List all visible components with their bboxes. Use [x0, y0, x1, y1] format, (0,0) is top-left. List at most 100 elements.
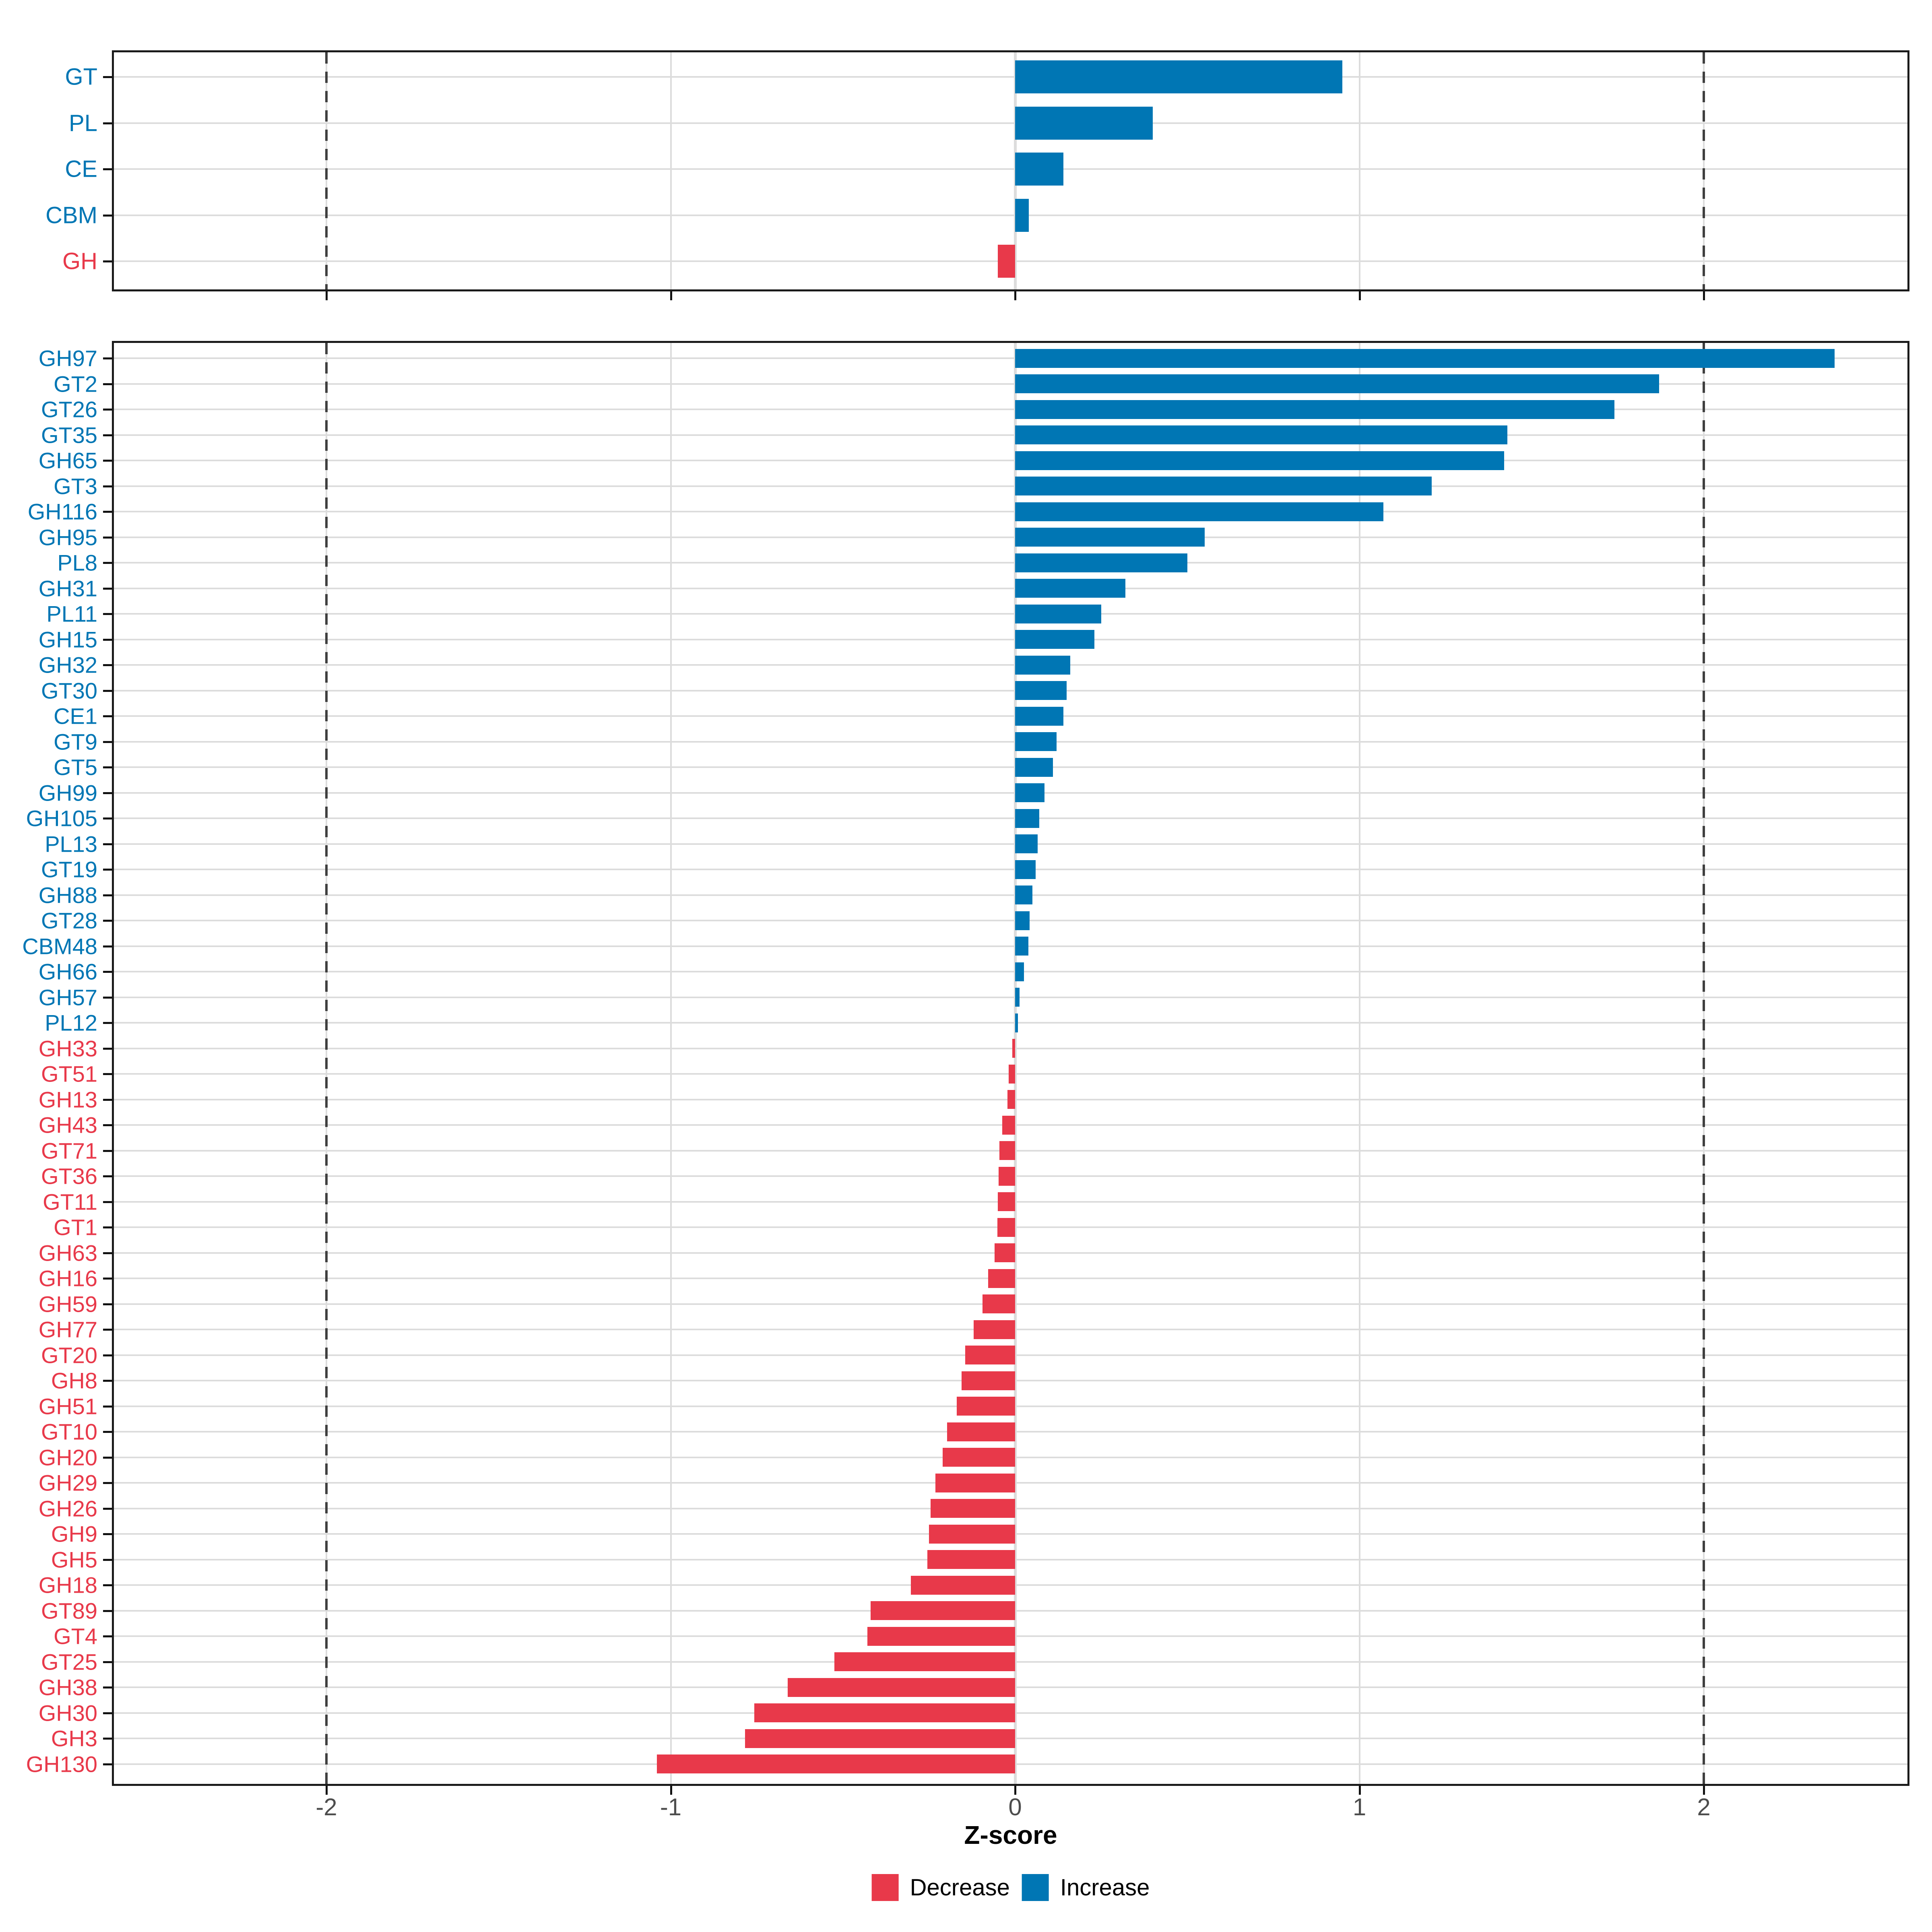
bar-GT2: [1015, 374, 1659, 393]
legend-label-decrease: Decrease: [910, 1874, 1010, 1901]
x-tick: [1014, 1786, 1016, 1795]
ylabel-GH15: GH15: [38, 627, 97, 652]
x-tick: [1358, 1786, 1361, 1795]
ylabel-GH26: GH26: [38, 1496, 97, 1521]
bar-GH32: [1015, 655, 1070, 675]
y-tick: [103, 1354, 112, 1356]
bar-GH16: [988, 1269, 1015, 1288]
ylabel-GH8: GH8: [51, 1368, 97, 1393]
bar-CBM: [1015, 198, 1029, 232]
y-tick: [103, 1329, 112, 1331]
ylabel-GT36: GT36: [41, 1163, 97, 1189]
ylabel-CBM48: CBM48: [22, 933, 97, 959]
y-tick: [103, 1610, 112, 1612]
panel-category-summary: [112, 50, 1909, 291]
ylabel-GH29: GH29: [38, 1470, 97, 1496]
ylabel-GH51: GH51: [38, 1393, 97, 1419]
x-tick: [670, 291, 672, 300]
ylabel-GT3: GT3: [54, 473, 97, 499]
ylabel-CE1: CE1: [54, 703, 97, 729]
y-tick: [103, 792, 112, 794]
bar-GH9: [929, 1524, 1015, 1544]
y-tick: [103, 1431, 112, 1433]
ylabel-GT9: GT9: [54, 729, 97, 754]
y-tick: [103, 1201, 112, 1203]
y-tick: [103, 357, 112, 359]
bar-GT35: [1015, 425, 1508, 444]
ylabel-GH13: GH13: [38, 1087, 97, 1112]
ylabel-GT2: GT2: [54, 371, 97, 396]
y-tick: [103, 689, 112, 692]
dashed-threshold-line--2: [325, 343, 328, 1784]
ylabel-GT89: GT89: [41, 1598, 97, 1623]
y-tick: [103, 1303, 112, 1305]
y-tick: [103, 260, 112, 262]
x-tick-label--2: -2: [316, 1794, 337, 1821]
ylabel-GH105: GH105: [26, 805, 97, 831]
ylabel-GH77: GH77: [38, 1317, 97, 1342]
bar-GH5: [927, 1550, 1015, 1569]
ylabel-PL12: PL12: [45, 1010, 97, 1036]
row-gridline: [114, 996, 1907, 998]
y-tick: [103, 817, 112, 819]
row-gridline: [114, 613, 1907, 615]
y-tick: [103, 1380, 112, 1382]
y-tick: [103, 715, 112, 717]
y-tick: [103, 664, 112, 666]
bar-GT30: [1015, 681, 1067, 700]
y-tick: [103, 536, 112, 539]
bar-GH99: [1015, 783, 1044, 802]
ylabel-GH57: GH57: [38, 985, 97, 1010]
bar-GH29: [935, 1473, 1015, 1492]
bar-CE: [1015, 153, 1063, 186]
y-tick: [103, 1738, 112, 1740]
ylabel-GH97: GH97: [38, 345, 97, 371]
bar-GH51: [956, 1397, 1015, 1416]
bar-GH: [998, 245, 1015, 278]
ylabel-GH88: GH88: [38, 882, 97, 908]
ylabel-GH20: GH20: [38, 1445, 97, 1470]
ylabel-GH31: GH31: [38, 576, 97, 601]
bar-GT89: [870, 1601, 1015, 1620]
row-gridline: [114, 843, 1907, 845]
bar-PL: [1015, 106, 1153, 140]
bar-GH30: [754, 1703, 1015, 1722]
ylabel-GT5: GT5: [54, 754, 97, 780]
bar-GH33: [1012, 1039, 1015, 1058]
bar-GT28: [1015, 911, 1030, 930]
row-gridline: [114, 817, 1907, 819]
bar-CBM48: [1015, 937, 1028, 956]
ylabel-GH116: GH116: [27, 499, 97, 524]
y-tick: [103, 945, 112, 947]
ylabel-GH33: GH33: [38, 1036, 97, 1061]
row-gridline: [114, 638, 1907, 640]
bar-GH43: [1002, 1115, 1015, 1135]
panel-cazyme-families: [112, 341, 1909, 1786]
bar-GT4: [867, 1627, 1015, 1646]
row-gridline: [114, 485, 1907, 487]
y-tick: [103, 383, 112, 385]
ylabel-GT71: GT71: [41, 1138, 97, 1163]
bar-GT: [1015, 60, 1342, 93]
bar-GT19: [1015, 860, 1036, 879]
ylabel-GH: GH: [62, 248, 97, 275]
y-tick: [103, 76, 112, 78]
y-tick: [103, 741, 112, 743]
bar-GT3: [1015, 477, 1432, 495]
y-tick: [103, 1022, 112, 1024]
bar-GT1: [997, 1218, 1015, 1237]
ylabel-GH65: GH65: [38, 448, 97, 473]
x-tick-label-1: 1: [1352, 1794, 1366, 1821]
y-tick: [103, 1456, 112, 1459]
ylabel-GH99: GH99: [38, 780, 97, 805]
y-tick: [103, 638, 112, 641]
ylabel-GH63: GH63: [38, 1240, 97, 1265]
y-tick: [103, 511, 112, 513]
bar-GT5: [1015, 758, 1053, 777]
bar-PL8: [1015, 553, 1187, 572]
row-gridline: [114, 587, 1907, 589]
vertical-gridline-1: [1358, 52, 1360, 289]
ylabel-GH38: GH38: [38, 1674, 97, 1700]
ylabel-PL: PL: [69, 110, 97, 136]
row-gridline: [114, 434, 1907, 436]
